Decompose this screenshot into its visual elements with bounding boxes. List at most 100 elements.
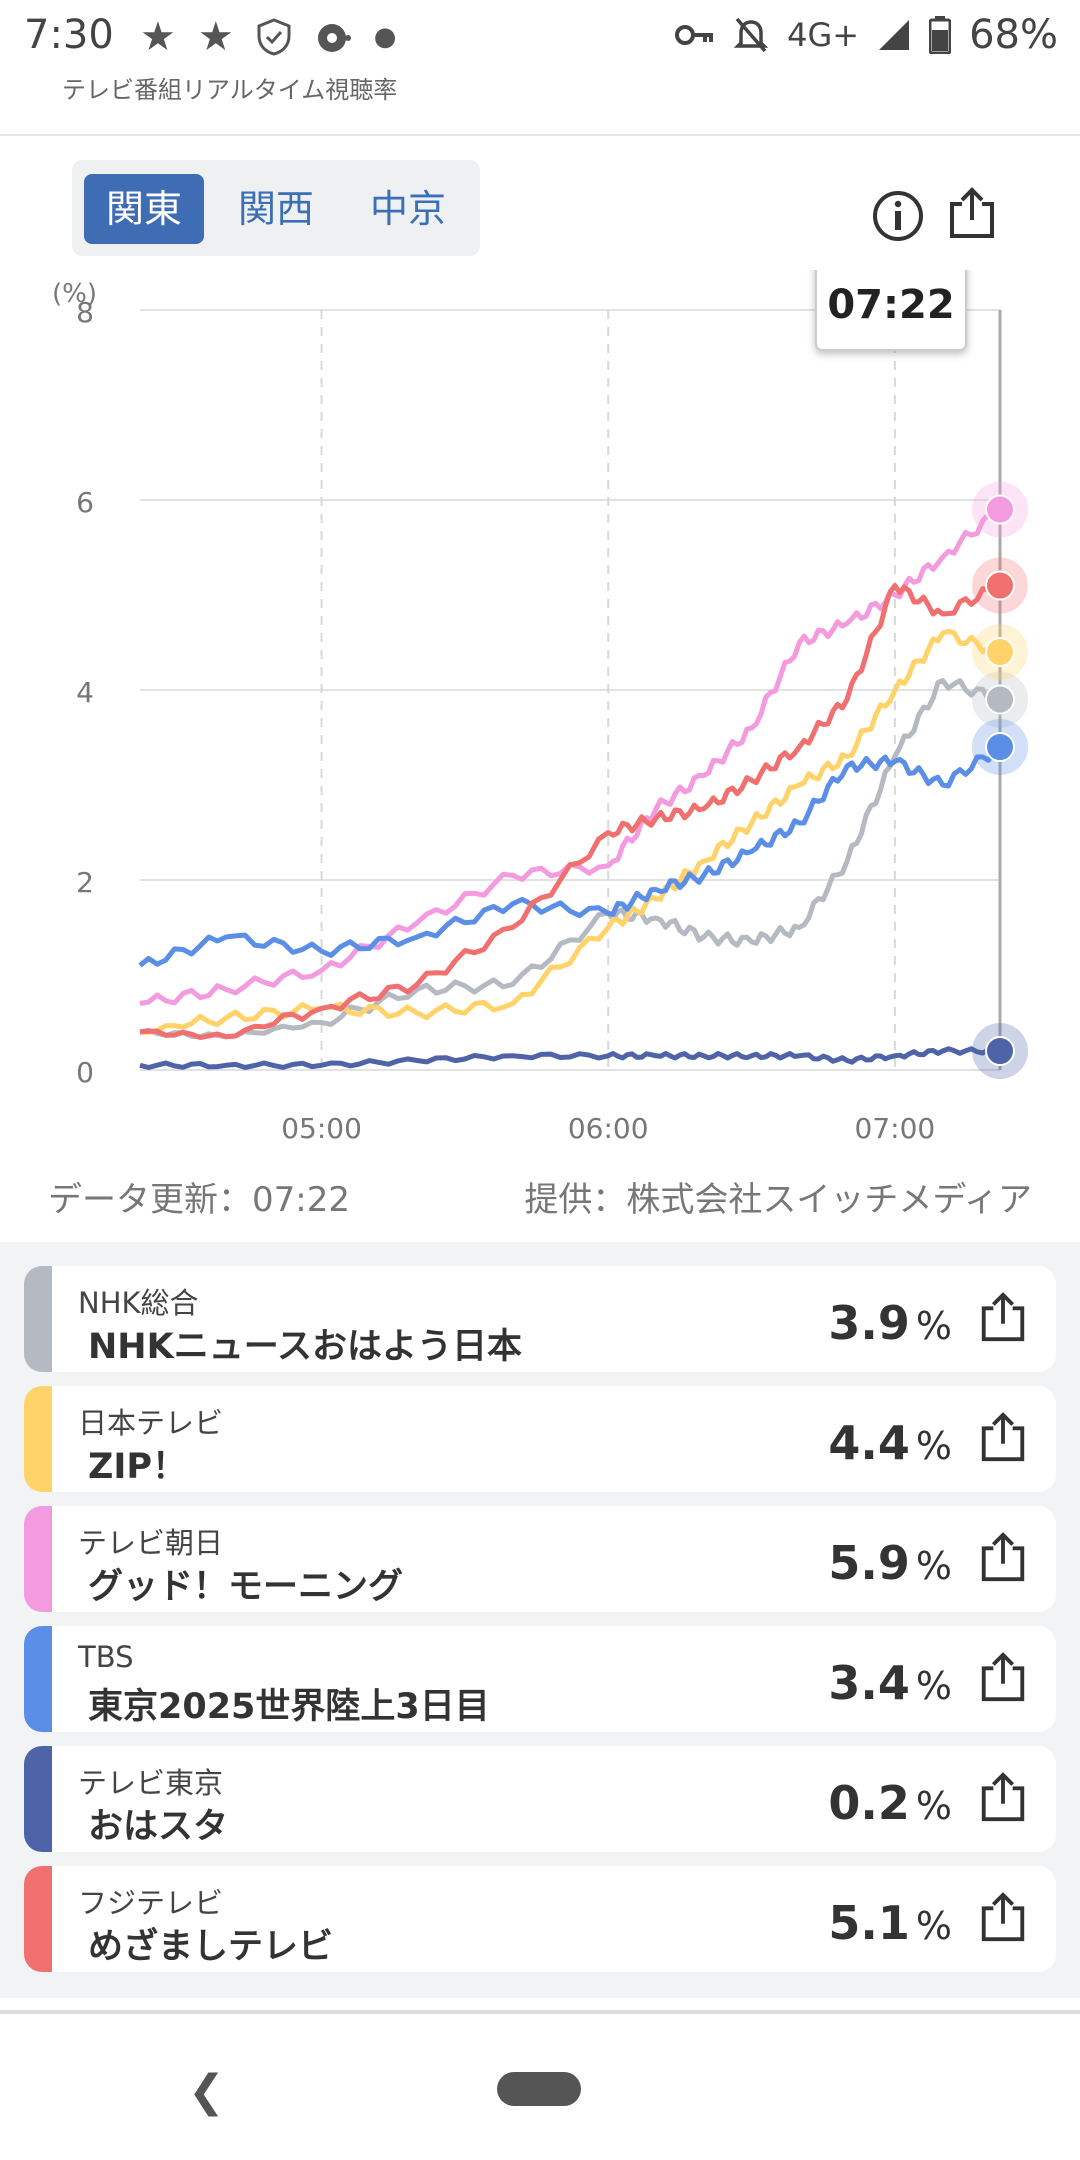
- series-line-5: [139, 583, 1003, 1041]
- rating-unit: %: [915, 1784, 952, 1828]
- y-tick-label: 2: [76, 866, 94, 899]
- rating-number: 3.4: [828, 1656, 910, 1710]
- divider: [0, 134, 1080, 136]
- series-line-1: [139, 628, 1002, 1035]
- program-title: 東京2025世界陸上3日目: [88, 1687, 490, 1727]
- program-title: NHKニュースおはよう日本: [88, 1327, 522, 1367]
- channel-color-stripe: [24, 1866, 52, 1972]
- rating-number: 0.2: [828, 1776, 910, 1830]
- rating-unit: %: [915, 1664, 952, 1708]
- tab-kansai[interactable]: 関西: [237, 187, 314, 231]
- home-pill[interactable]: [497, 2072, 581, 2106]
- vpn-icon: [317, 24, 351, 52]
- network-type: 4G+: [787, 16, 860, 54]
- rating-value: 5.9%: [828, 1536, 952, 1590]
- program-card[interactable]: フジテレビめざましテレビ 5.1%: [24, 1866, 1056, 1972]
- x-tick-label: 05:00: [281, 1112, 362, 1145]
- series-end-point: [985, 494, 1015, 525]
- rating-number: 5.1: [828, 1896, 910, 1950]
- channel-color-stripe: [24, 1506, 52, 1612]
- share-icon[interactable]: [976, 1650, 1030, 1706]
- share-icon[interactable]: [976, 1770, 1030, 1826]
- key-icon: [675, 25, 714, 45]
- series-end-point: [985, 732, 1015, 762]
- mute-bell-icon: [733, 17, 769, 53]
- info-icon[interactable]: [870, 188, 926, 244]
- star-icon: ★: [197, 14, 234, 60]
- series-line-4: [139, 1046, 1001, 1070]
- rating-value: 3.9%: [828, 1296, 952, 1350]
- rating-unit: %: [915, 1424, 952, 1468]
- ratings-chart[interactable]: 07:22 0 2 4 6 8(%) 05:00 06:00 07:00: [0, 270, 1080, 1150]
- system-icons: 4G+ 68%: [675, 12, 1058, 58]
- program-card[interactable]: TBS 東京2025世界陸上3日目 3.4%: [24, 1626, 1056, 1732]
- rating-value: 3.4%: [828, 1656, 952, 1710]
- status-time: 7:30: [24, 12, 114, 58]
- channel-color-stripe: [24, 1266, 52, 1372]
- station-name: フジテレビ: [78, 1886, 224, 1920]
- series-line-2: [139, 508, 1003, 1006]
- program-card[interactable]: テレビ東京おはスタ 0.2%: [24, 1746, 1056, 1852]
- region-tabs: 関東 関西 中京: [72, 160, 480, 256]
- station-name: NHK総合: [78, 1286, 199, 1320]
- tab-kanto[interactable]: 関東: [84, 174, 204, 244]
- star-icon: ★: [140, 14, 176, 60]
- series-end-point: [985, 637, 1015, 667]
- y-tick-label: 0: [76, 1056, 94, 1089]
- share-icon[interactable]: [944, 186, 1000, 242]
- signal-icon: [879, 20, 910, 50]
- channel-color-stripe: [24, 1746, 52, 1852]
- status-bar: 7:30 ★ ★ ● 4G+ 68%: [0, 0, 1080, 70]
- station-name: TBS: [78, 1640, 134, 1674]
- rating-unit: %: [915, 1304, 952, 1348]
- y-axis-label: (%): [52, 279, 97, 309]
- share-icon[interactable]: [976, 1890, 1030, 1946]
- tab-chukyo[interactable]: 中京: [369, 187, 446, 231]
- channel-color-stripe: [24, 1626, 52, 1732]
- rating-number: 4.4: [828, 1416, 910, 1470]
- share-icon[interactable]: [976, 1530, 1030, 1586]
- x-tick-label: 07:00: [855, 1112, 936, 1145]
- dot-icon: ●: [373, 22, 397, 52]
- data-provider: 提供：株式会社スイッチメディア: [524, 1180, 1032, 1220]
- series-end-point: [985, 570, 1015, 601]
- station-name: テレビ朝日: [78, 1526, 224, 1560]
- series-line-3: [138, 744, 1002, 968]
- program-card[interactable]: テレビ朝日グッド！モーニング 5.9%: [24, 1506, 1056, 1612]
- rating-unit: %: [915, 1544, 952, 1588]
- app-title: テレビ番組リアルタイム視聴率: [62, 76, 398, 104]
- rating-value: 0.2%: [828, 1776, 952, 1830]
- rating-number: 5.9: [828, 1536, 910, 1590]
- station-name: 日本テレビ: [78, 1406, 224, 1440]
- program-title: グッド！モーニング: [88, 1567, 404, 1607]
- program-title: めざましテレビ: [88, 1927, 334, 1967]
- y-tick-label: 4: [76, 676, 94, 709]
- program-list: NHK総合 NHKニュースおはよう日本 3.9% 日本テレビ ZIP！ 4.4% テレビ朝日…: [0, 1242, 1080, 1998]
- x-tick-label: 06:00: [568, 1112, 649, 1145]
- series-end-point: [985, 1036, 1015, 1066]
- series-end-point: [985, 684, 1015, 715]
- y-tick-label: 6: [76, 486, 94, 519]
- rating-unit: %: [915, 1904, 952, 1948]
- share-icon[interactable]: [976, 1410, 1030, 1466]
- battery-icon: [929, 16, 952, 54]
- share-icon[interactable]: [976, 1290, 1030, 1346]
- battery-percent: 68%: [969, 12, 1058, 58]
- y-tick-label: 8: [76, 296, 94, 329]
- rating-value: 5.1%: [828, 1896, 952, 1950]
- station-name: テレビ東京: [78, 1766, 224, 1800]
- rating-value: 4.4%: [828, 1416, 952, 1470]
- cursor-time-tooltip: 07:22: [815, 270, 967, 351]
- nav-divider: [0, 2010, 1080, 2014]
- program-title: おはスタ: [88, 1807, 229, 1847]
- channel-color-stripe: [24, 1386, 52, 1492]
- data-update-time: データ更新：07:22: [48, 1180, 350, 1220]
- program-title: ZIP！: [88, 1447, 188, 1487]
- series-line-0: [139, 678, 1001, 1040]
- program-card[interactable]: NHK総合 NHKニュースおはよう日本 3.9%: [24, 1266, 1056, 1372]
- cursor-time-label: 07:22: [827, 282, 954, 328]
- back-icon[interactable]: ❮: [188, 2066, 225, 2117]
- rating-number: 3.9: [828, 1296, 910, 1350]
- program-card[interactable]: 日本テレビ ZIP！ 4.4%: [24, 1386, 1056, 1492]
- notification-icons: ★ ★ ●: [140, 14, 396, 60]
